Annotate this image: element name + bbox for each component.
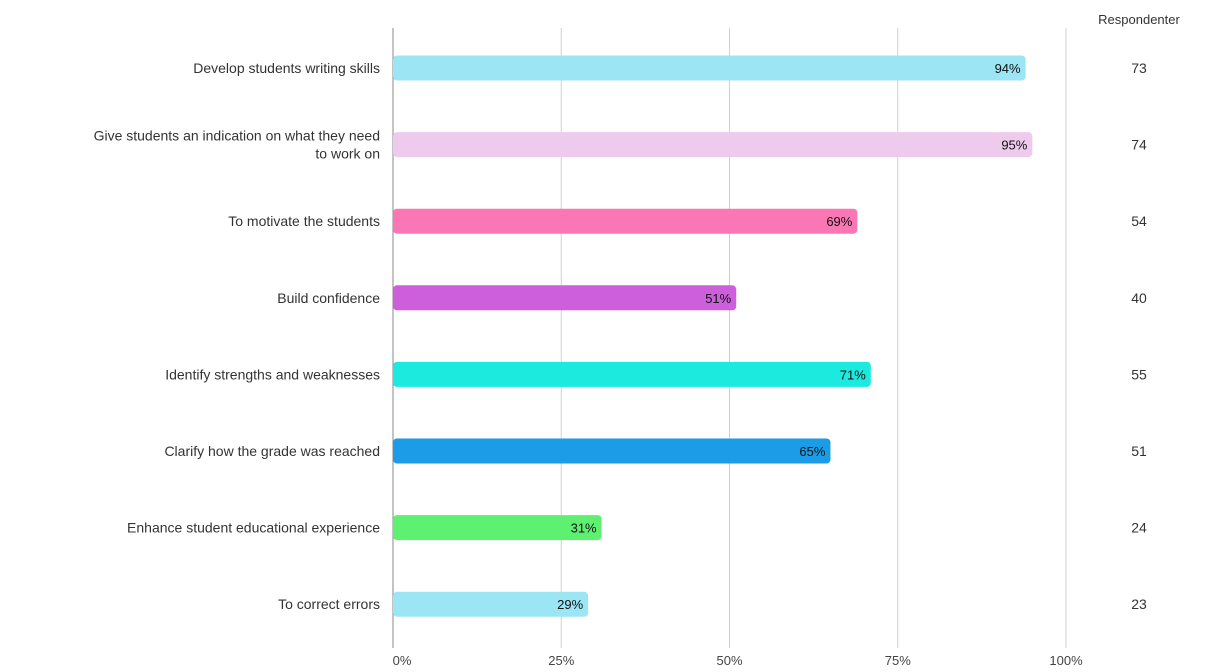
- respondent-count: 73: [1131, 60, 1147, 76]
- respondent-count: 54: [1131, 213, 1147, 229]
- category-label: Clarify how the grade was reached: [164, 443, 380, 459]
- bar-value-label: 65%: [799, 444, 825, 459]
- bar: [393, 55, 1026, 81]
- bar-value-label: 69%: [826, 214, 852, 229]
- category-label: Develop students writing skills: [193, 60, 380, 76]
- bar-value-label: 95%: [1001, 138, 1027, 153]
- category-label: Enhance student educational experience: [127, 520, 380, 536]
- category-label-line: Enhance student educational experience: [127, 520, 380, 536]
- respondent-count: 74: [1131, 137, 1147, 153]
- grid-layer: [392, 28, 1067, 648]
- bar-value-label: 31%: [571, 521, 597, 536]
- respondent-count: 55: [1131, 366, 1147, 382]
- bar: [393, 132, 1033, 158]
- category-label-line: to work on: [315, 146, 380, 162]
- bar-value-label: 71%: [840, 367, 866, 382]
- bar: [393, 285, 737, 311]
- x-tick-label: 25%: [548, 653, 574, 668]
- bar: [393, 515, 602, 541]
- bar: [393, 438, 831, 464]
- category-label-line: Give students an indication on what they…: [94, 128, 380, 144]
- x-tick-label: 100%: [1049, 653, 1083, 668]
- bar: [393, 591, 589, 617]
- category-label: Give students an indication on what they…: [94, 128, 380, 162]
- category-label: Identify strengths and weaknesses: [165, 366, 380, 382]
- category-label-line: Clarify how the grade was reached: [164, 443, 380, 459]
- respondent-count: 23: [1131, 596, 1147, 612]
- bar-layer: 94% 95% 69% 51% 71% 65% 31% 29%: [393, 55, 1033, 617]
- bar: [393, 208, 858, 234]
- category-label-line: Develop students writing skills: [193, 60, 380, 76]
- respondent-count: 51: [1131, 443, 1147, 459]
- x-tick-label: 50%: [716, 653, 742, 668]
- x-axis-tick-layer: 0% 25% 50% 75% 100%: [393, 653, 1083, 668]
- bar-value-label: 51%: [705, 291, 731, 306]
- x-tick-label: 75%: [885, 653, 911, 668]
- category-label: To correct errors: [278, 596, 380, 612]
- category-label: To motivate the students: [228, 213, 380, 229]
- respondents-header: Respondenter: [1098, 12, 1180, 27]
- category-label-line: To motivate the students: [228, 213, 380, 229]
- category-label: Build confidence: [277, 290, 380, 306]
- respondent-count: 24: [1131, 520, 1147, 536]
- category-label-layer: Develop students writing skills Give stud…: [94, 60, 381, 612]
- bar-value-label: 29%: [557, 597, 583, 612]
- category-label-line: Identify strengths and weaknesses: [165, 366, 380, 382]
- respondents-column: Respondenter 73 74 54 40 55 51 24 23: [1098, 12, 1180, 612]
- bar-value-label: 94%: [995, 61, 1021, 76]
- category-label-line: Build confidence: [277, 290, 380, 306]
- bar: [393, 361, 871, 387]
- x-tick-label: 0%: [393, 653, 412, 668]
- category-label-line: To correct errors: [278, 596, 380, 612]
- respondent-count: 40: [1131, 290, 1147, 306]
